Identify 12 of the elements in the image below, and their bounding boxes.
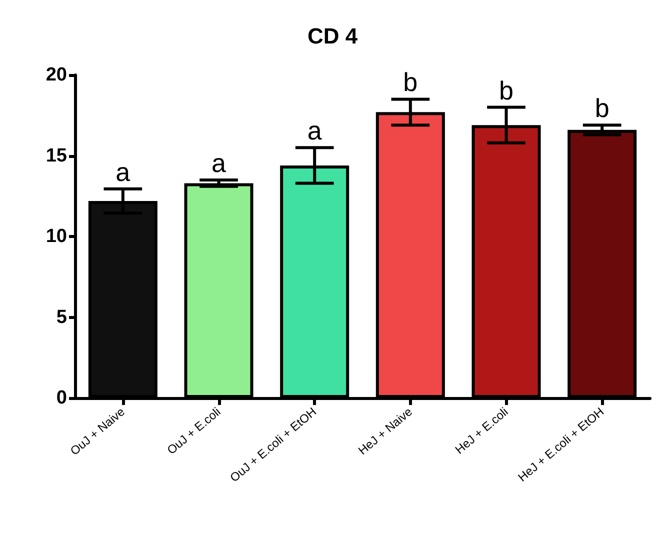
chart-title: CD 4 bbox=[307, 24, 358, 48]
y-tick-label: 5 bbox=[56, 306, 68, 328]
y-tick-label: 20 bbox=[46, 64, 67, 86]
y-tick-label: 15 bbox=[46, 145, 68, 166]
y-tick-label: 10 bbox=[46, 226, 67, 247]
annotation: a bbox=[116, 156, 131, 187]
y-tick-label: 0 bbox=[56, 388, 67, 408]
annotation: b bbox=[594, 93, 610, 124]
annotation: b bbox=[403, 67, 418, 98]
annotation: a bbox=[307, 116, 322, 146]
annotation: b bbox=[499, 75, 514, 106]
annotation: a bbox=[212, 148, 227, 178]
